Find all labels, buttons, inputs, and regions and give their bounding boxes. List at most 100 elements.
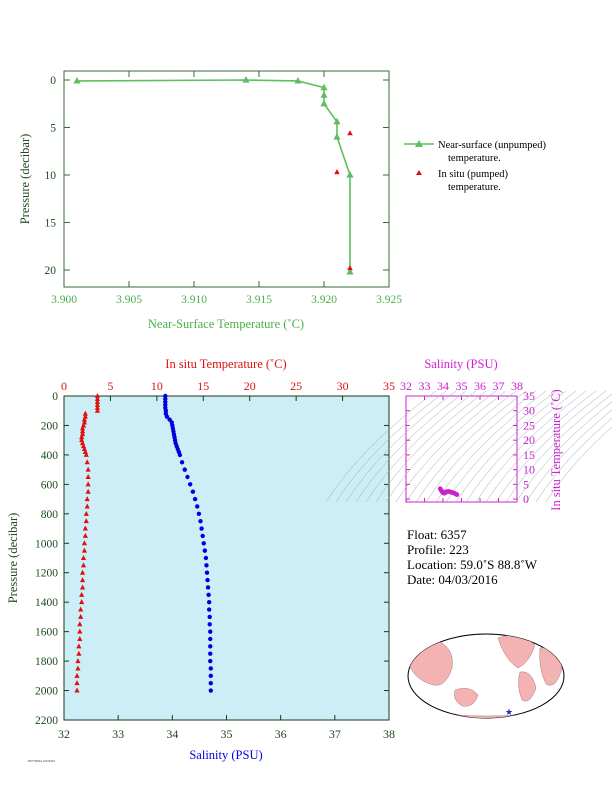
top-x-tick-label: 3.905 [116,294,142,306]
salinity-tick-label: 33 [112,727,124,741]
top-y-tick-label: 10 [45,170,57,182]
density-isoline [455,390,567,503]
ts-plot-frame [405,395,518,503]
salinity-point [179,460,185,465]
temperature-point [80,562,87,568]
temp-tick-label: 15 [197,379,209,393]
temperature-point [85,481,91,487]
temperature-point [82,525,88,531]
top-x-axis-label: Near-Surface Temperature (˚C) [148,317,304,331]
profile-y-axis-label: Pressure (decibar) [6,513,20,604]
salinity-point [202,548,208,553]
temperature-point [84,503,90,509]
pressure-tick-label: 800 [41,509,59,521]
continent-south-america [518,671,537,702]
density-isoline [375,390,487,503]
salinity-point [204,563,209,568]
density-isoline [465,390,577,503]
temperature-point [94,398,101,404]
legend-in-situ-marker [416,170,422,175]
near-surface-point [346,171,354,178]
salinity-point [208,629,213,634]
temperature-point [74,672,80,678]
salinity-point [208,636,213,642]
salinity-point [208,688,213,693]
density-isoline [325,390,437,503]
density-isoline [495,390,607,503]
salinity-point [177,452,183,458]
pressure-tick-label: 1400 [35,597,58,609]
ts-y-tick-label: 15 [523,448,535,462]
top-y-tick-label: 20 [45,265,57,277]
ts-x-tick-label: 36 [474,379,486,393]
in-situ-point [347,130,353,136]
in-situ-point [347,265,353,271]
near-surface-point [320,83,328,91]
float-location-star-icon: ★ [505,707,513,717]
salinity-point [185,474,190,480]
density-isoline [405,390,517,503]
density-isoline [385,390,497,503]
temperature-point [79,577,86,583]
salinity-point [203,555,209,561]
temperature-point [76,643,82,649]
temperature-point [84,496,90,502]
temperature-point [83,518,89,524]
ts-y-tick-label: 25 [523,418,535,432]
density-isoline [525,409,612,503]
density-isoline [365,390,477,503]
ts-y-tick-label: 0 [523,492,529,506]
salinity-point [207,614,212,620]
density-isoline [515,401,612,503]
temperature-point [79,569,86,575]
temperature-point [82,532,88,538]
temperature-point [94,393,101,398]
profile-plot-frame [63,395,390,721]
salinity-point [199,526,204,531]
temperature-point [76,650,82,656]
temperature-point [85,474,91,479]
continent-australia [454,688,479,707]
date: Date: 04/03/2016 [407,572,498,587]
salinity-point [208,666,213,671]
pressure-tick-label: 1000 [35,538,58,550]
temperature-point [77,621,83,627]
in-situ-point [334,169,340,175]
pressure-tick-label: 600 [41,479,59,491]
ts-y-tick-label: 10 [523,463,535,477]
density-isoline [395,390,507,503]
top-plot-frame [63,70,390,288]
salinity-point [208,680,213,686]
legend-in-situ-label: In situ (pumped) [438,169,508,180]
near-surface-line [76,79,351,272]
temperature-point [83,451,89,457]
ts-y-tick-label: 20 [523,433,535,447]
temperature-point [80,555,87,560]
top-x-tick-label: 3.910 [181,294,207,306]
salinity-tick-label: 34 [166,727,178,741]
salinity-tick-label: 37 [329,727,341,741]
top-y-tick-label: 5 [50,123,56,135]
top-x-tick-label: 3.925 [376,294,402,306]
temp-tick-label: 35 [383,379,395,393]
near-surface-point [242,76,250,83]
salinity-tick-label: 35 [221,727,233,741]
temperature-point [77,636,83,641]
density-isoline [485,390,597,503]
density-isoline [355,390,467,503]
salinity-point [206,599,212,605]
density-isoline [425,390,537,503]
temperature-point [79,434,85,440]
salinity-point [206,592,211,598]
salinity-point [198,518,203,524]
salinity-point [206,607,212,612]
pressure-tick-label: 1200 [35,568,58,580]
top-legend: Near-surface (unpumped) temperature. In … [404,140,546,193]
temperature-point [79,428,86,434]
salinity-tick-label: 36 [275,727,287,741]
ts-point [454,492,460,498]
density-isoline [505,393,612,503]
salinity-point [164,414,170,419]
